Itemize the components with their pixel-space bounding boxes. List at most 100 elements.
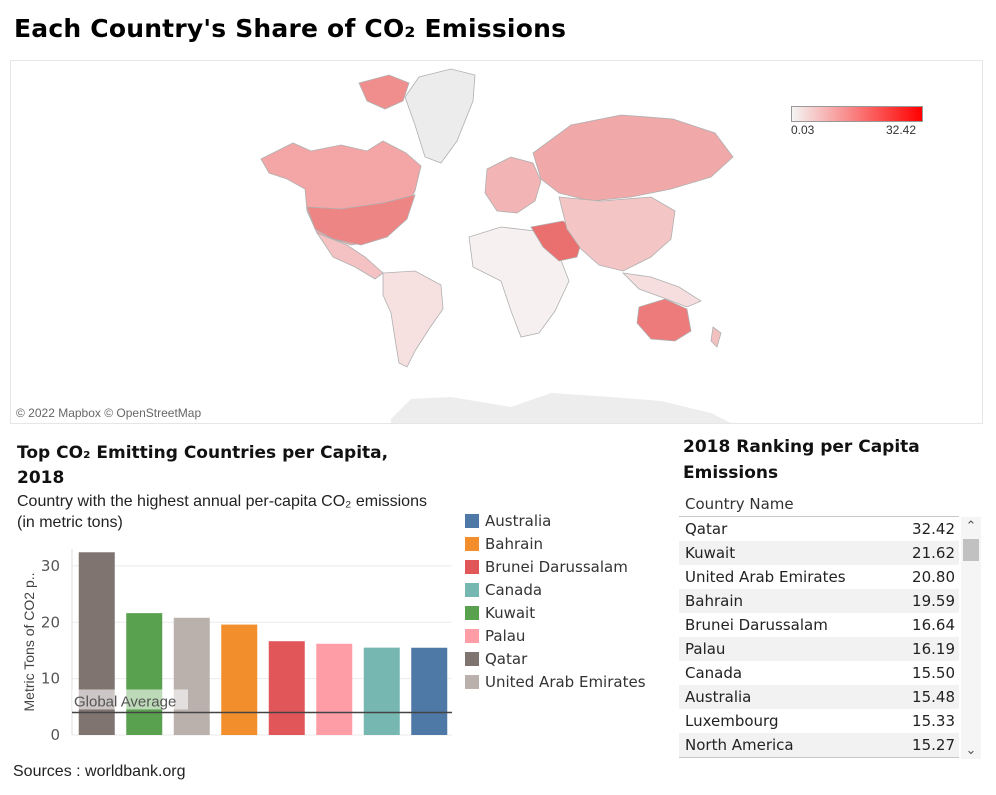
table-row[interactable]: United Arab Emirates 20.80 — [679, 565, 959, 589]
country-name-cell: North America — [685, 736, 794, 754]
country-name-cell: Bahrain — [685, 592, 744, 610]
ranking-title: 2018 Ranking per Capita Emissions — [683, 437, 920, 483]
bar — [173, 617, 210, 735]
southeast-asia-region — [621, 272, 702, 308]
canada-islands-region — [358, 74, 410, 110]
ranking-table-border — [679, 757, 959, 758]
global-average-label-bg — [72, 689, 188, 710]
legend-item[interactable]: Palau — [465, 624, 646, 647]
country-name-cell: Brunei Darussalam — [685, 616, 828, 634]
scroll-down-icon[interactable]: ⌄ — [965, 742, 977, 757]
scroll-thumb[interactable] — [963, 539, 979, 561]
south-america-region — [382, 270, 444, 368]
ranking-rows: Qatar 32.42 Kuwait 21.62 United Arab Emirate… — [679, 517, 959, 757]
y-tick-label: 0 — [50, 726, 60, 744]
country-name-cell: Palau — [685, 640, 726, 658]
country-name-cell: United Arab Emirates — [685, 568, 846, 586]
africa-region — [468, 226, 570, 338]
central-america-region — [315, 232, 384, 280]
emission-value-cell: 15.50 — [912, 664, 955, 682]
country-name-cell: Luxembourg — [685, 712, 779, 730]
chart-subtitle: Country with the highest annual per-capi… — [17, 493, 427, 531]
legend-label: United Arab Emirates — [485, 672, 646, 691]
ranking-scrollbar[interactable]: ⌃ ⌄ — [961, 517, 981, 759]
emission-value-cell: 15.33 — [912, 712, 955, 730]
country-name-cell: Qatar — [685, 520, 728, 538]
emission-value-cell: 15.48 — [912, 688, 955, 706]
legend-item[interactable]: Canada — [465, 578, 646, 601]
europe-region — [484, 156, 542, 214]
map-legend-min: 0.03 — [791, 123, 815, 137]
russia-region — [532, 114, 734, 202]
bar — [221, 624, 258, 735]
emission-value-cell: 16.19 — [912, 640, 955, 658]
legend-label: Qatar — [485, 649, 528, 668]
legend-swatch — [465, 628, 479, 643]
antarctica-region — [391, 393, 731, 423]
bar — [316, 643, 353, 735]
new-zealand-region — [710, 326, 722, 348]
legend-swatch — [465, 651, 479, 666]
global-average-label: Global Average — [74, 693, 176, 710]
legend-swatch — [465, 674, 479, 689]
table-row[interactable]: Bahrain 19.59 — [679, 589, 959, 613]
country-name-cell: Australia — [685, 688, 752, 706]
table-row[interactable]: Palau 16.19 — [679, 637, 959, 661]
legend-item[interactable]: Brunei Darussalam — [465, 555, 646, 578]
legend-label: Brunei Darussalam — [485, 557, 628, 576]
legend-item[interactable]: Qatar — [465, 647, 646, 670]
y-tick-label: 10 — [41, 670, 60, 688]
y-tick-label: 20 — [41, 613, 60, 631]
legend-item[interactable]: Bahrain — [465, 532, 646, 555]
country-name-cell: Kuwait — [685, 544, 736, 562]
map-legend-max: 32.42 — [886, 123, 917, 137]
asia-region — [558, 196, 676, 272]
bar — [268, 641, 305, 735]
legend-label: Australia — [485, 511, 552, 530]
map-canvas — [260, 68, 734, 423]
table-row[interactable]: Qatar 32.42 — [679, 517, 959, 541]
emission-value-cell: 21.62 — [912, 544, 955, 562]
table-row[interactable]: Brunei Darussalam 16.64 — [679, 613, 959, 637]
table-row[interactable]: Australia 15.48 — [679, 685, 959, 709]
world-map[interactable]: 0.03 32.42 © 2022 Mapbox © OpenStreetMap — [10, 60, 983, 424]
chart-title: Top CO₂ Emitting Countries per Capita, 2… — [17, 443, 389, 488]
legend-swatch — [465, 582, 479, 597]
table-row[interactable]: North America 15.27 — [679, 733, 959, 757]
legend-swatch — [465, 559, 479, 574]
emission-value-cell: 15.27 — [912, 736, 955, 754]
legend-label: Kuwait — [485, 603, 536, 622]
legend-swatch — [465, 513, 479, 528]
legend-item[interactable]: Australia — [465, 509, 646, 532]
legend-item[interactable]: Kuwait — [465, 601, 646, 624]
australia-region — [636, 298, 692, 342]
table-row[interactable]: Canada 15.50 — [679, 661, 959, 685]
table-row[interactable]: Kuwait 21.62 — [679, 541, 959, 565]
page-title: Each Country's Share of CO₂ Emissions — [14, 14, 567, 43]
legend-item[interactable]: United Arab Emirates — [465, 670, 646, 693]
map-color-legend — [791, 106, 923, 122]
legend-swatch — [465, 605, 479, 620]
greenland-region — [404, 68, 476, 164]
usa-region — [306, 194, 416, 246]
emission-value-cell: 20.80 — [912, 568, 955, 586]
country-name-cell: Canada — [685, 664, 743, 682]
ranking-table[interactable]: Country Name Qatar 32.42 Kuwait 21.62 United… — [679, 493, 959, 758]
legend-label: Palau — [485, 626, 526, 645]
legend-swatch — [465, 536, 479, 551]
sources-note: Sources : worldbank.org — [13, 763, 186, 780]
bar — [411, 647, 448, 735]
ranking-column-header[interactable]: Country Name — [679, 493, 959, 517]
bar-chart-legend: Australia Bahrain Brunei Darussalam Canada K… — [465, 509, 646, 693]
map-credit[interactable]: © 2022 Mapbox © OpenStreetMap — [16, 406, 202, 420]
bar — [126, 613, 163, 735]
emission-value-cell: 16.64 — [912, 616, 955, 634]
legend-label: Canada — [485, 580, 543, 599]
emission-value-cell: 32.42 — [912, 520, 955, 538]
bar — [363, 647, 400, 735]
y-axis-label: Metric Tons of CO2 p.. — [21, 572, 37, 711]
y-tick-label: 30 — [41, 557, 60, 575]
table-row[interactable]: Luxembourg 15.33 — [679, 709, 959, 733]
scroll-up-icon[interactable]: ⌃ — [965, 518, 977, 533]
